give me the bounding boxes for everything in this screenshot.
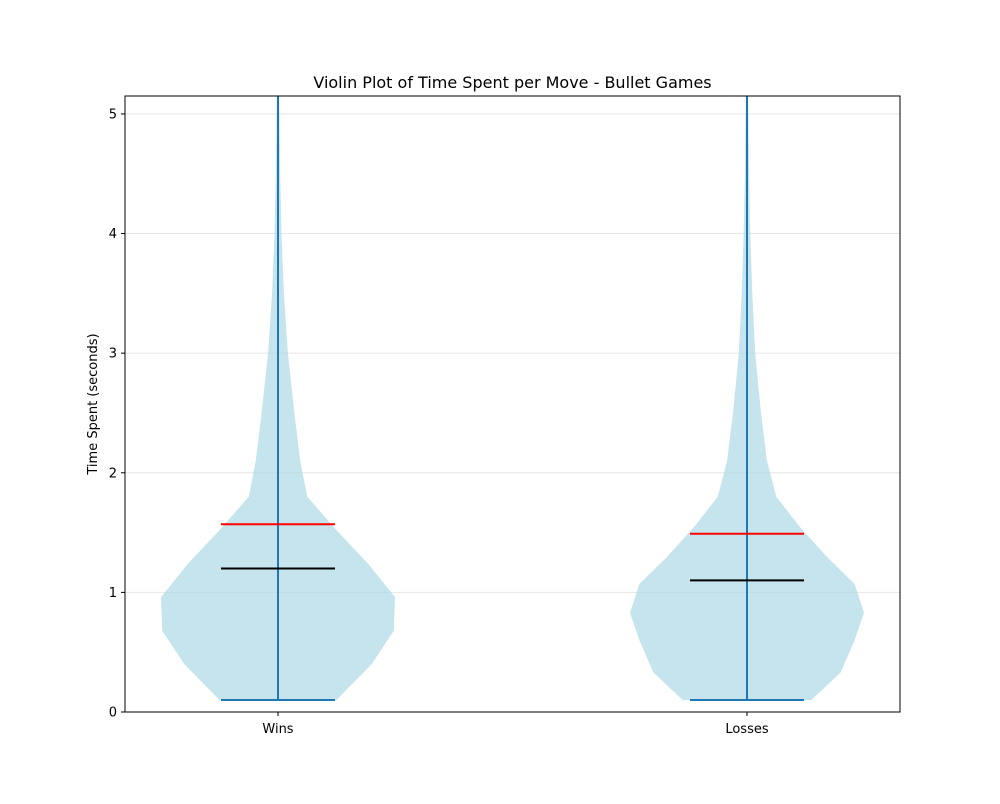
y-tick-label: 3	[109, 347, 117, 362]
x-tick-label: Losses	[725, 722, 769, 737]
y-tick-label: 0	[109, 706, 117, 721]
tick-layer: 0 1 2 3 4 5 Wins Losses	[109, 107, 769, 737]
violin-losses	[630, 96, 864, 702]
y-tick-label: 4	[109, 227, 117, 242]
violin-wins	[161, 96, 395, 702]
y-tick-label: 2	[109, 466, 117, 481]
y-tick-label: 1	[109, 586, 117, 601]
y-axis-label: Time Spent (seconds)	[86, 333, 101, 475]
y-tick-label: 5	[109, 107, 117, 122]
x-tick-label: Wins	[262, 722, 293, 737]
violin-layer	[161, 96, 864, 702]
axes-frame	[124, 95, 901, 713]
chart-title: Violin Plot of Time Spent per Move - Bul…	[313, 73, 711, 92]
